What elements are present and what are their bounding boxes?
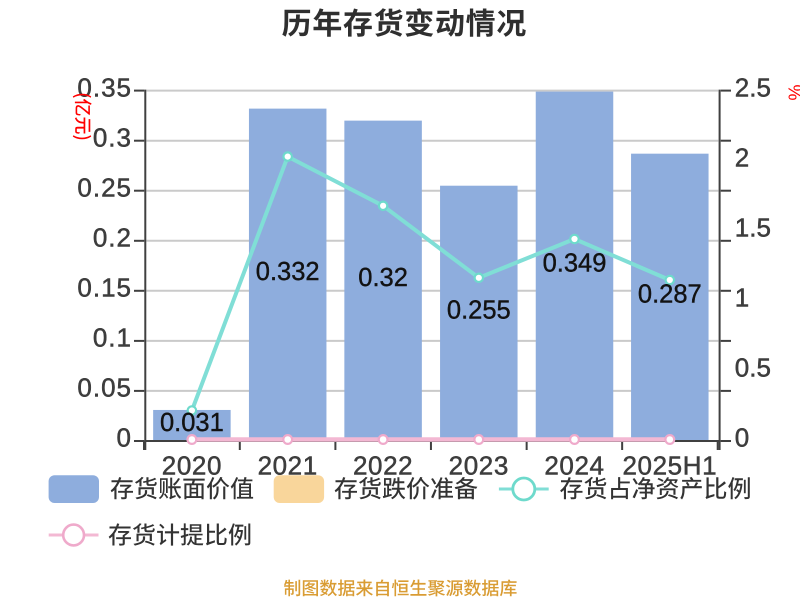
svg-text:2020: 2020: [162, 451, 222, 481]
svg-text:0.2: 0.2: [93, 223, 132, 253]
svg-text:0.05: 0.05: [77, 373, 132, 403]
svg-text:2024: 2024: [544, 451, 604, 481]
svg-text:0.255: 0.255: [447, 297, 511, 325]
svg-text:0: 0: [117, 423, 132, 453]
svg-text:2023: 2023: [449, 451, 509, 481]
svg-text:0.1: 0.1: [93, 323, 132, 353]
svg-text:0.15: 0.15: [77, 273, 132, 303]
svg-text:0.32: 0.32: [358, 264, 408, 292]
svg-text:0.3: 0.3: [93, 122, 132, 152]
svg-text:0.287: 0.287: [638, 281, 702, 309]
svg-text:2: 2: [735, 142, 749, 172]
svg-text:2021: 2021: [258, 451, 318, 481]
svg-text:1.5: 1.5: [735, 213, 771, 243]
svg-text:0.031: 0.031: [160, 409, 224, 437]
svg-text:1: 1: [735, 283, 749, 313]
svg-text:2022: 2022: [353, 451, 413, 481]
svg-text:%: %: [784, 84, 800, 100]
svg-text:0.35: 0.35: [77, 72, 132, 102]
svg-text:0.349: 0.349: [543, 250, 607, 278]
svg-text:0.5: 0.5: [735, 353, 771, 383]
svg-text:2025H1: 2025H1: [622, 451, 717, 481]
svg-text:0.332: 0.332: [256, 258, 320, 286]
svg-text:2.5: 2.5: [735, 72, 771, 102]
svg-text:0.25: 0.25: [77, 172, 132, 202]
svg-text:0: 0: [735, 423, 749, 453]
